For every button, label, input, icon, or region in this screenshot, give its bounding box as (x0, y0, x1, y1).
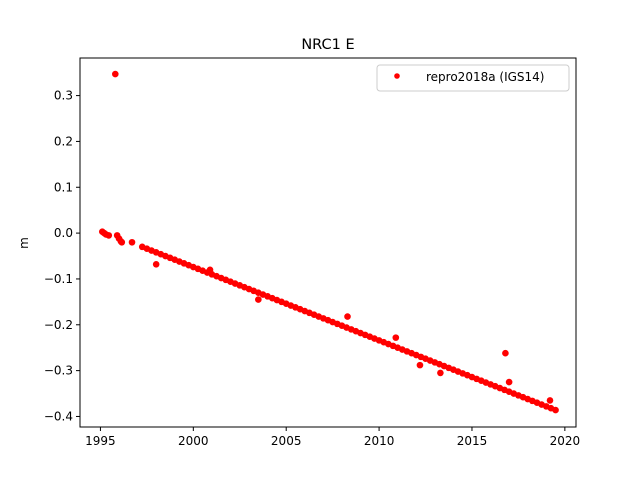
y-tick-label: −0.3 (44, 364, 73, 378)
x-tick-label: 1995 (85, 434, 116, 448)
chart-title: NRC1 E (301, 37, 354, 53)
legend-label: repro2018a (IGS14) (426, 70, 544, 84)
x-tick-label: 2005 (271, 434, 302, 448)
data-points (98, 70, 559, 414)
data-point (111, 70, 119, 78)
legend-box (376, 64, 570, 92)
data-point (255, 296, 262, 303)
data-point (128, 238, 136, 246)
y-tick-label: −0.1 (44, 272, 73, 286)
data-point (344, 313, 351, 320)
data-point (416, 361, 424, 369)
y-tick-label: 0.1 (54, 180, 73, 194)
data-point (105, 232, 113, 239)
y-axis: 0.3 0.2 0.1 0.0 −0.1 −0.2 −0.3 −0.4 (44, 89, 80, 423)
data-point (152, 260, 160, 268)
y-tick-label: 0.3 (54, 89, 73, 103)
y-axis-label: m (17, 237, 31, 249)
y-tick-label: −0.2 (44, 318, 73, 332)
data-point (546, 397, 554, 404)
data-point (505, 378, 513, 386)
data-point (502, 349, 509, 357)
x-tick-label: 2020 (550, 434, 581, 448)
x-tick-label: 2015 (457, 434, 488, 448)
legend-marker-icon (394, 73, 400, 79)
x-tick-label: 2010 (364, 434, 395, 448)
legend: repro2018a (IGS14) (376, 64, 570, 92)
data-point (437, 369, 444, 377)
y-tick-label: 0.2 (54, 134, 73, 148)
data-point (552, 406, 559, 414)
data-point (392, 334, 400, 341)
plot-frame (79, 57, 577, 428)
data-point (118, 238, 126, 246)
x-axis: 1995 2000 2005 2010 2015 2020 (85, 427, 580, 448)
y-tick-label: −0.4 (44, 409, 73, 423)
x-tick-label: 2000 (178, 434, 209, 448)
y-tick-label: 0.0 (54, 226, 73, 240)
data-point (206, 266, 214, 274)
